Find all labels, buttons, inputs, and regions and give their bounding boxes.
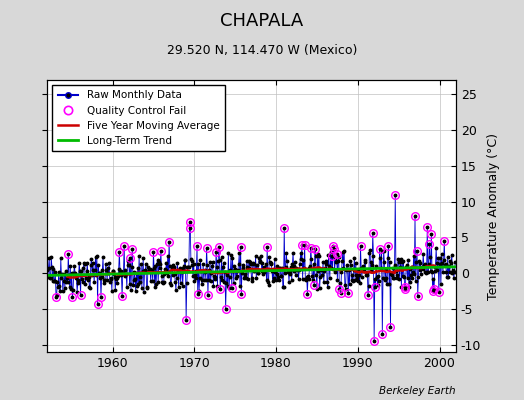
Text: CHAPALA: CHAPALA <box>221 12 303 30</box>
Legend: Raw Monthly Data, Quality Control Fail, Five Year Moving Average, Long-Term Tren: Raw Monthly Data, Quality Control Fail, … <box>52 85 225 151</box>
Text: 29.520 N, 114.470 W (Mexico): 29.520 N, 114.470 W (Mexico) <box>167 44 357 57</box>
Y-axis label: Temperature Anomaly (°C): Temperature Anomaly (°C) <box>487 132 500 300</box>
Text: Berkeley Earth: Berkeley Earth <box>379 386 456 396</box>
